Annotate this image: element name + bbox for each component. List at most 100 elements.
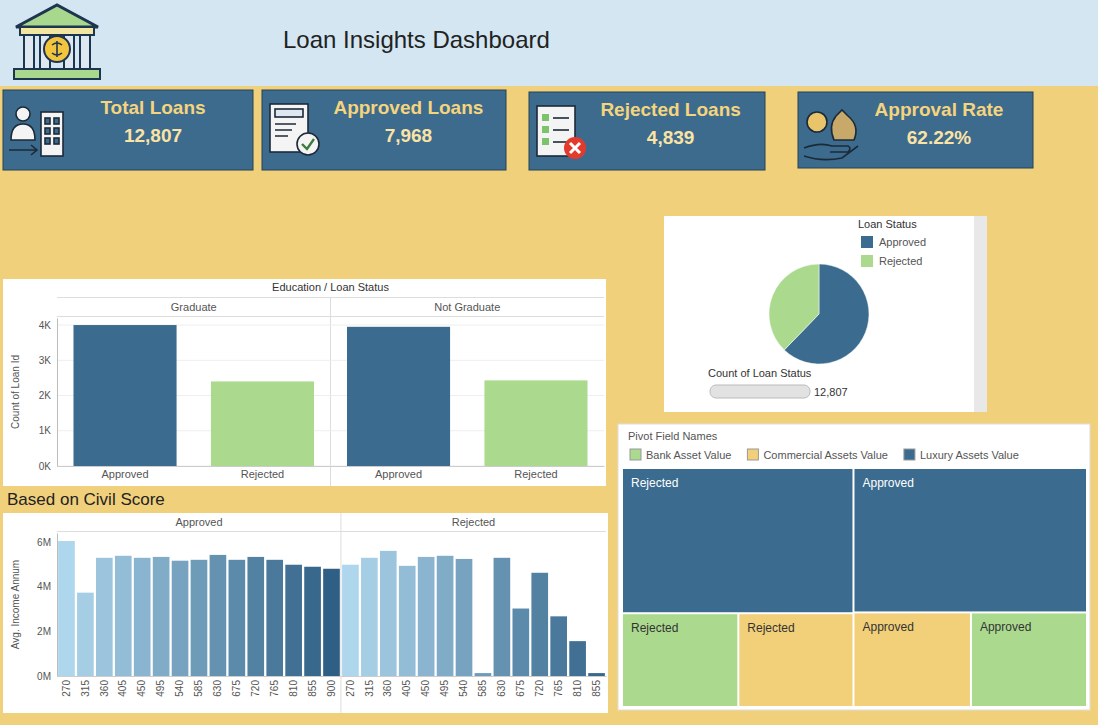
tick: 2M — [37, 626, 57, 637]
bar — [437, 556, 454, 676]
legend-swatch — [630, 449, 641, 460]
facet-label: Graduate — [171, 301, 217, 313]
bars — [73, 325, 587, 466]
cells: RejectedRejectedRejectedApprovedApproved… — [623, 469, 1086, 706]
tick-label: 855 — [591, 680, 602, 697]
bar — [588, 673, 605, 676]
axis-line — [341, 676, 606, 677]
body-background — [0, 86, 1098, 725]
legend-label: Approved — [879, 236, 926, 248]
icon — [16, 107, 30, 121]
bar — [285, 565, 302, 676]
tick-label: 450 — [420, 680, 431, 697]
tick: 450 — [420, 680, 431, 697]
bars — [58, 541, 605, 676]
cell-label: Rejected — [631, 621, 678, 635]
size-legend-label: 12,807 — [814, 386, 848, 398]
icon — [80, 35, 90, 69]
scrollbar — [974, 216, 987, 412]
icon — [553, 129, 569, 131]
tick-label: Rejected — [241, 468, 284, 480]
pie-chart: Loan StatusApprovedRejectedCount of Loan… — [664, 216, 987, 412]
bar — [172, 561, 189, 676]
logo-icon — [14, 5, 100, 79]
y-axis: 0K1K2K3K4K — [39, 319, 58, 472]
icon — [54, 128, 59, 134]
size-legend: Count of Loan Status12,807 — [708, 367, 848, 398]
legend-swatch — [861, 255, 873, 267]
icon — [831, 110, 856, 140]
treemap-cell — [972, 613, 1086, 706]
cell-label: Approved — [862, 620, 913, 634]
tick: 0K — [39, 461, 57, 472]
bar — [418, 557, 435, 676]
tick-label: 4K — [39, 320, 52, 331]
tick: 2K — [39, 390, 57, 401]
icon — [564, 137, 586, 159]
bar — [569, 641, 586, 676]
tick-label: 495 — [155, 680, 166, 697]
tick: 495 — [439, 680, 450, 697]
bar — [484, 380, 587, 466]
x-axis: 2703153604054504955405856306757207658108… — [58, 677, 342, 697]
tick: 720 — [534, 680, 545, 697]
header-rule — [57, 531, 606, 532]
bar — [494, 558, 511, 676]
card — [262, 90, 506, 170]
kpi-icon — [804, 110, 858, 160]
bar — [211, 381, 314, 466]
treemap-cell — [854, 469, 1086, 611]
tick-label: 630 — [496, 680, 507, 697]
legend-label: Rejected — [879, 255, 922, 267]
bar — [304, 567, 321, 676]
tick-label: 315 — [364, 680, 375, 697]
icon — [41, 112, 63, 156]
bar — [229, 560, 246, 676]
bar — [266, 560, 283, 676]
panel — [618, 424, 1090, 710]
bar — [96, 558, 113, 676]
tick-label: 900 — [326, 680, 337, 697]
tick: 4K — [39, 320, 57, 331]
bar — [191, 560, 208, 676]
tick-label: 2M — [37, 626, 51, 637]
icon — [44, 36, 70, 62]
tick-label: 630 — [212, 680, 223, 697]
y-axis-title: Count of Loan Id — [10, 355, 21, 429]
pie-slice — [769, 264, 819, 350]
icon — [9, 145, 37, 155]
icon — [11, 124, 35, 140]
tick-label: 2K — [39, 390, 52, 401]
card — [3, 90, 253, 170]
bar — [456, 559, 473, 676]
panel — [664, 216, 987, 412]
size-legend-title: Count of Loan Status — [708, 367, 812, 379]
icon — [20, 27, 94, 35]
icon — [553, 117, 569, 119]
cell-label: Rejected — [747, 621, 794, 635]
kpi-label: Rejected Loans — [600, 99, 740, 120]
tick-label: 720 — [534, 680, 545, 697]
icon — [45, 128, 50, 134]
bar — [323, 569, 340, 676]
tick: 540 — [458, 680, 469, 697]
kpi-icon — [270, 104, 319, 155]
tick-label: 585 — [193, 680, 204, 697]
tick: 900 — [326, 680, 337, 697]
tick: 765 — [269, 680, 280, 697]
cell-label: Rejected — [631, 476, 678, 490]
tick-label: 675 — [515, 680, 526, 697]
tick-label: 675 — [231, 680, 242, 697]
tick: 450 — [136, 680, 147, 697]
x-axis: ApprovedRejected — [331, 467, 605, 480]
bar — [550, 616, 567, 676]
tick-label: 1K — [39, 425, 52, 436]
bar — [475, 673, 492, 676]
legend-label: Commercial Assets Value — [763, 449, 888, 461]
bar — [73, 325, 176, 466]
tick: 765 — [553, 680, 564, 697]
tick-label: 360 — [382, 680, 393, 697]
facet-label: Rejected — [452, 516, 495, 528]
bar — [115, 556, 132, 676]
root: Loan Insights DashboardTotal Loans12,807… — [0, 0, 1098, 725]
